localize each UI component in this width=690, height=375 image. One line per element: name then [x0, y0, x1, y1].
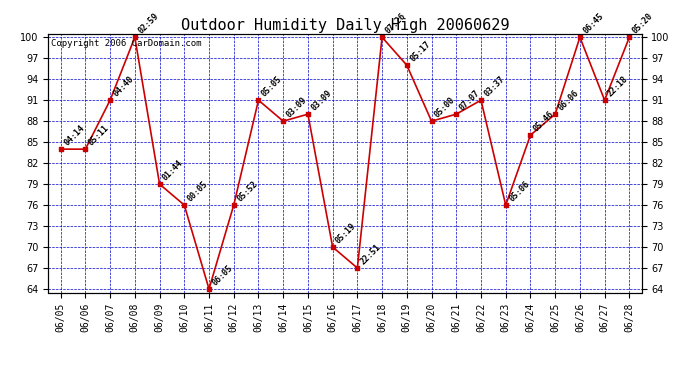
Text: 07:26: 07:26 — [384, 12, 408, 36]
Point — [574, 34, 585, 40]
Text: 05:17: 05:17 — [408, 40, 432, 64]
Point — [228, 202, 239, 208]
Point — [179, 202, 190, 208]
Point — [624, 34, 635, 40]
Text: 06:05: 06:05 — [210, 264, 235, 288]
Point — [377, 34, 388, 40]
Point — [154, 181, 165, 187]
Point — [525, 132, 536, 138]
Text: 01:44: 01:44 — [161, 159, 185, 183]
Point — [129, 34, 140, 40]
Text: 02:59: 02:59 — [136, 12, 160, 36]
Point — [277, 118, 288, 124]
Point — [55, 146, 66, 152]
Text: 05:20: 05:20 — [631, 12, 655, 36]
Text: 05:19: 05:19 — [334, 222, 358, 246]
Text: 03:37: 03:37 — [482, 75, 506, 99]
Point — [253, 97, 264, 103]
Text: 03:09: 03:09 — [309, 89, 333, 113]
Text: 05:52: 05:52 — [235, 180, 259, 204]
Point — [550, 111, 561, 117]
Text: 05:06: 05:06 — [507, 180, 531, 204]
Text: 04:40: 04:40 — [112, 75, 135, 99]
Text: 22:18: 22:18 — [606, 75, 630, 99]
Text: 03:09: 03:09 — [284, 96, 308, 120]
Text: 22:51: 22:51 — [359, 243, 383, 267]
Point — [475, 97, 486, 103]
Point — [80, 146, 91, 152]
Point — [402, 62, 413, 68]
Title: Outdoor Humidity Daily High 20060629: Outdoor Humidity Daily High 20060629 — [181, 18, 509, 33]
Point — [327, 244, 338, 250]
Point — [204, 286, 215, 292]
Point — [451, 111, 462, 117]
Text: 05:05: 05:05 — [260, 75, 284, 99]
Text: 05:00: 05:00 — [433, 96, 457, 120]
Point — [352, 265, 363, 271]
Text: Copyright 2006 CarDomain.com: Copyright 2006 CarDomain.com — [51, 39, 201, 48]
Text: 07:07: 07:07 — [457, 89, 482, 113]
Text: 04:14: 04:14 — [62, 124, 86, 148]
Text: 06:45: 06:45 — [581, 12, 605, 36]
Text: 05:11: 05:11 — [87, 124, 111, 148]
Point — [500, 202, 511, 208]
Point — [302, 111, 313, 117]
Text: 00:05: 00:05 — [186, 180, 210, 204]
Point — [599, 97, 610, 103]
Point — [105, 97, 116, 103]
Text: 05:46: 05:46 — [532, 110, 556, 134]
Point — [426, 118, 437, 124]
Text: 06:06: 06:06 — [557, 89, 580, 113]
